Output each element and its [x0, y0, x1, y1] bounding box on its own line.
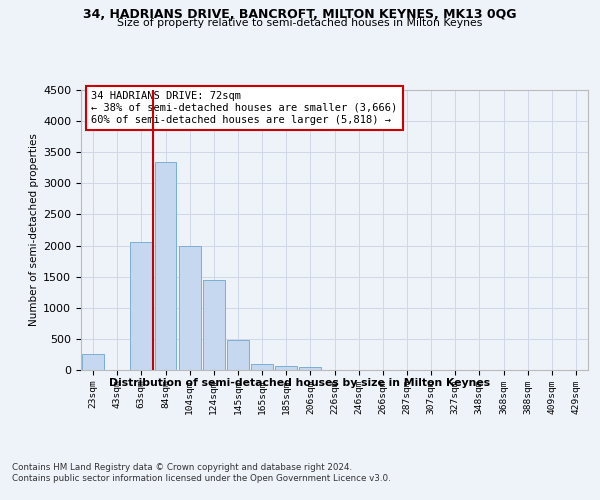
- Bar: [179, 246, 200, 370]
- Text: Distribution of semi-detached houses by size in Milton Keynes: Distribution of semi-detached houses by …: [109, 378, 491, 388]
- Text: Size of property relative to semi-detached houses in Milton Keynes: Size of property relative to semi-detach…: [118, 18, 482, 28]
- Y-axis label: Number of semi-detached properties: Number of semi-detached properties: [29, 134, 39, 326]
- Bar: [275, 366, 297, 370]
- Bar: [82, 354, 104, 370]
- Bar: [299, 367, 321, 370]
- Text: 34, HADRIANS DRIVE, BANCROFT, MILTON KEYNES, MK13 0QG: 34, HADRIANS DRIVE, BANCROFT, MILTON KEY…: [83, 8, 517, 20]
- Text: 34 HADRIANS DRIVE: 72sqm
← 38% of semi-detached houses are smaller (3,666)
60% o: 34 HADRIANS DRIVE: 72sqm ← 38% of semi-d…: [91, 92, 397, 124]
- Bar: [227, 340, 249, 370]
- Bar: [203, 280, 224, 370]
- Bar: [155, 162, 176, 370]
- Text: Contains public sector information licensed under the Open Government Licence v3: Contains public sector information licen…: [12, 474, 391, 483]
- Bar: [251, 364, 273, 370]
- Bar: [130, 242, 152, 370]
- Text: Contains HM Land Registry data © Crown copyright and database right 2024.: Contains HM Land Registry data © Crown c…: [12, 462, 352, 471]
